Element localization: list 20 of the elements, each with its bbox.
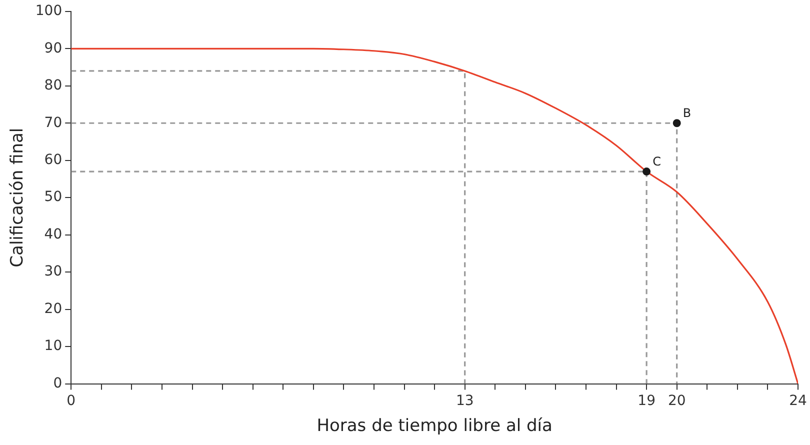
y-tick-label: 90 [44, 40, 62, 56]
y-tick-label: 20 [44, 300, 62, 317]
x-tick-label: 0 [66, 392, 76, 409]
y-tick-label: 30 [44, 264, 62, 280]
y-tick-label: 100 [35, 3, 62, 20]
y-axis-title: Calificación final [8, 128, 28, 268]
x-tick-label: 24 [789, 392, 807, 409]
y-tick-label: 50 [44, 189, 62, 206]
y-tick-label: 60 [44, 152, 62, 168]
y-tick-label: 10 [44, 338, 62, 354]
y-tick-label: 0 [53, 375, 62, 392]
y-tick-label: 40 [44, 226, 62, 242]
y-tick-label: 70 [44, 114, 62, 131]
y-tick-label: 80 [44, 78, 62, 94]
annotation: B [682, 106, 692, 120]
x-tick-label: 13 [456, 392, 474, 409]
x-tick-label: 20 [668, 392, 686, 409]
annotation: C [652, 154, 661, 169]
x-tick-label: 19 [638, 392, 656, 409]
x-axis-title: Horas de tiempo libre al día [316, 416, 552, 436]
